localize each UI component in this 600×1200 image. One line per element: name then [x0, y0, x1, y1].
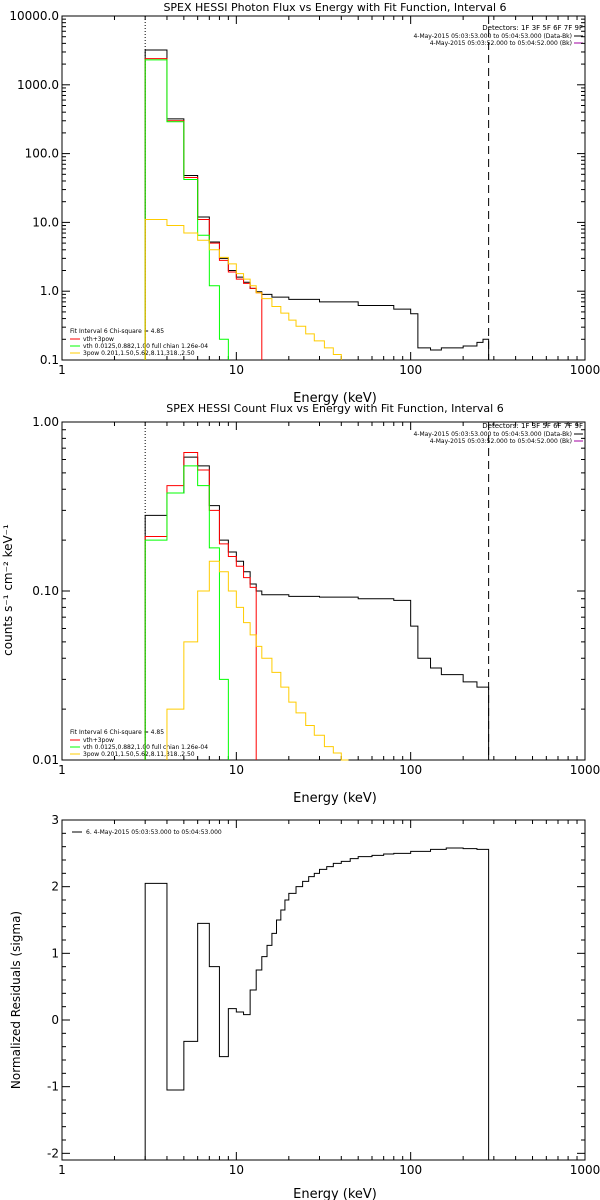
panel-2-x-tick-label: 1	[58, 763, 66, 777]
panel-2-y-tick-label: 0.01	[32, 753, 59, 767]
photon-flux-panel: SPEX HESSI Photon Flux vs Energy with Fi…	[70, 1, 583, 406]
panel-2-series-3pow	[166, 560, 349, 761]
panel-2-x-tick-label: 1000	[570, 763, 600, 777]
panel-3-ylabel: Normalized Residuals (sigma)	[9, 911, 23, 1089]
panel-2-legend-bl-header: Fit Interval 6 Chi-square = 4.85	[70, 729, 164, 736]
panel-3-x-tick-label: 1000	[570, 1163, 600, 1177]
panel-1-x-tick-label: 10	[229, 363, 244, 377]
panel-1-xlabel: Energy (keV)	[293, 391, 377, 406]
panel-2-y-tick-label: 1.00	[32, 415, 59, 429]
panel-2-legend-tr-2: 4-May-2015 05:03:52.000 to 05:04:52.000 …	[430, 438, 572, 445]
panel-2-series-vth	[144, 465, 229, 760]
panel-3-xlabel: Energy (keV)	[293, 1187, 377, 1200]
panel-2-y-tick-label: 0.10	[32, 584, 59, 598]
panel-1-series-data-bk	[144, 49, 490, 360]
panel-1-legend-bl-entry-2: 3pow 0.201,1.50,5.62,8.11,318.,2.50	[83, 350, 195, 357]
panel-1-y-tick-label: 100.0	[25, 147, 59, 161]
panel-3-y-tick-label: 3	[51, 813, 59, 827]
panel-1-legend-tr-0: Detectors: 1F 3F 5F 6F 7F 9F	[482, 24, 583, 32]
panel-2-series-data-bk	[144, 456, 490, 760]
panel-2-legend-tr-1: 4-May-2015 05:03:53.000 to 05:04:53.000 …	[413, 431, 572, 438]
panel-2-x-tick-label: 100	[399, 763, 422, 777]
panel-1-x-tick-label: 1	[58, 363, 66, 377]
count-flux-panel: SPEX HESSI Count Flux vs Energy with Fit…	[1, 402, 583, 806]
panel-1-y-tick-label: 1000.0	[17, 78, 59, 92]
panel-1-legend-bl-header: Fit Interval 6 Chi-square = 4.85	[70, 328, 164, 335]
panel-2-legend-bl-entry-0: vth+3pow	[83, 737, 114, 744]
panel-2-ylabel: counts s⁻¹ cm⁻² keV⁻¹	[1, 524, 15, 656]
panel-1-x-tick-label: 1000	[570, 363, 600, 377]
panel-2-xlabel: Energy (keV)	[293, 791, 377, 806]
panel-1-series-vth-3pow	[144, 58, 263, 360]
panel-2-series-vth-3pow	[144, 451, 257, 760]
panel-1-y-tick-label: 10000.0	[9, 9, 59, 23]
panel-2-legend-bl-entry-2: 3pow 0.201,1.50,5.62,8.11,318.,2.50	[83, 751, 195, 758]
panel-1-title: SPEX HESSI Photon Flux vs Energy with Fi…	[163, 1, 506, 14]
panel-3-y-tick-label: 2	[51, 880, 59, 894]
panel-1-x-tick-label: 100	[399, 363, 422, 377]
panel-3-y-tick-label: 1	[51, 946, 59, 960]
panel-2-title: SPEX HESSI Count Flux vs Energy with Fit…	[166, 402, 503, 415]
panel-2-x-tick-label: 10	[229, 763, 244, 777]
panel-1-legend-tr-2: 4-May-2015 05:03:52.000 to 05:04:52.000 …	[430, 40, 572, 47]
panel-1-y-tick-label: 10.0	[32, 215, 59, 229]
panel-3-y-tick-label: -1	[47, 1080, 59, 1094]
panel-1-legend-tr-1: 4-May-2015 05:03:53.000 to 05:04:53.000 …	[413, 33, 572, 40]
residuals-panel: Energy (keV) Normalized Residuals (sigma…	[9, 829, 377, 1200]
panel-3-x-tick-label: 10	[229, 1163, 244, 1177]
panel-3-x-tick-label: 100	[399, 1163, 422, 1177]
panel-1-series-vth	[144, 59, 229, 360]
panel-1-series-3pow	[144, 219, 342, 360]
panel-1-legend-bl-entry-0: vth+3pow	[83, 336, 114, 343]
panel-3-series-residuals	[144, 847, 490, 1160]
panel-2-plot-frame	[61, 421, 586, 761]
panel-1-y-tick-label: 0.1	[40, 353, 59, 367]
panel-3-x-tick-label: 1	[58, 1163, 66, 1177]
panel-1-plot-frame	[61, 15, 586, 361]
panel-1-y-tick-label: 1.0	[40, 284, 59, 298]
panel-3-y-tick-label: -2	[47, 1146, 59, 1160]
panel-3-y-tick-label: 0	[51, 1013, 59, 1027]
panel-3-plot-frame	[61, 819, 586, 1161]
panel-3-legend: 6. 4-May-2015 05:03:53.000 to 05:04:53.0…	[86, 829, 222, 836]
